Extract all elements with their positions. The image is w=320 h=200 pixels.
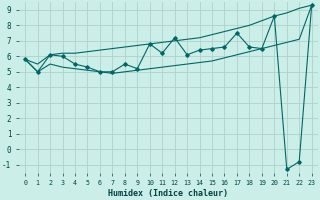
X-axis label: Humidex (Indice chaleur): Humidex (Indice chaleur) (108, 189, 228, 198)
